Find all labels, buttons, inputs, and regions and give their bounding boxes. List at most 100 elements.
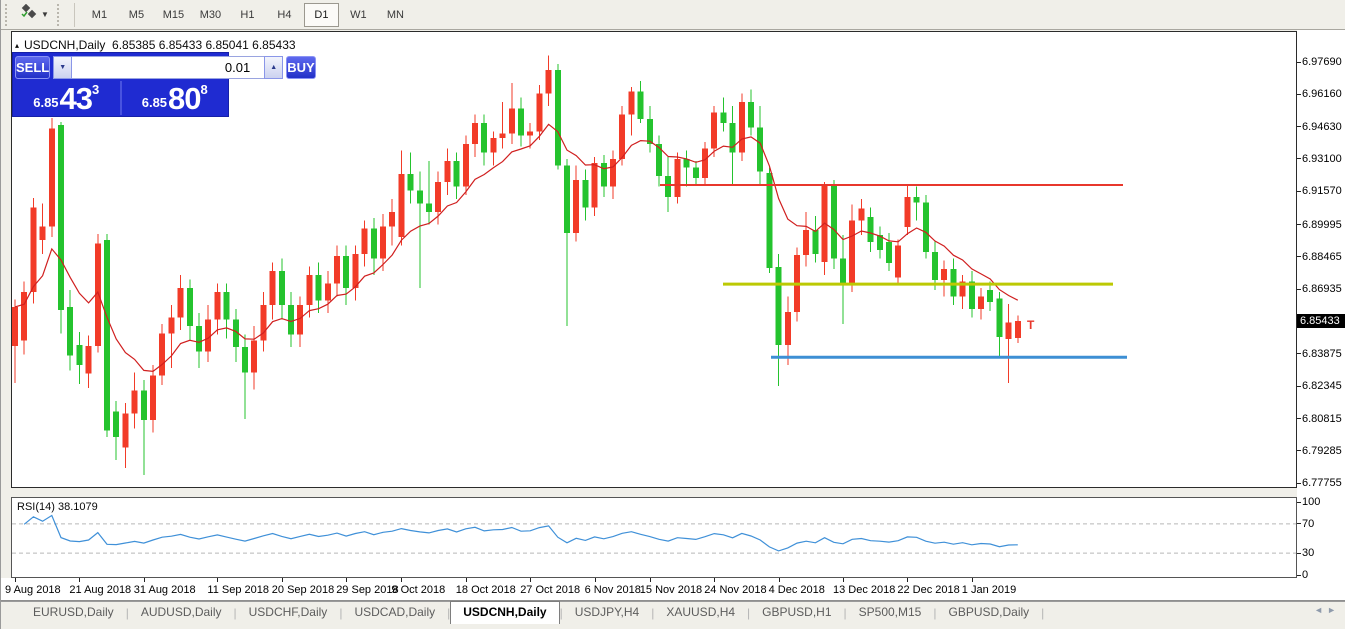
volume-increase-button[interactable]: ▲ bbox=[264, 56, 284, 79]
time-axis-label: 15 Nov 2018 bbox=[639, 584, 703, 596]
tab-scroll-right-icon[interactable]: ► bbox=[1327, 605, 1340, 615]
price-axis-label: 6.79285 bbox=[1302, 444, 1342, 457]
price-axis-label: 6.91570 bbox=[1302, 185, 1342, 198]
chart-tab-usdcad[interactable]: USDCAD,Daily bbox=[354, 605, 436, 619]
tab-scroll-left-icon[interactable]: ◄ bbox=[1314, 605, 1328, 615]
price-axis-tick bbox=[1297, 385, 1301, 387]
time-axis-label: 4 Dec 2018 bbox=[768, 584, 825, 596]
time-axis[interactable] bbox=[1, 578, 1345, 601]
timeframe-button-m5[interactable]: M5 bbox=[128, 8, 145, 21]
rsi-axis-label: 70 bbox=[1302, 517, 1315, 530]
tab-separator: | bbox=[651, 606, 655, 620]
rsi-axis-tick bbox=[1297, 552, 1301, 554]
rsi-axis-label: 30 bbox=[1302, 547, 1315, 560]
chart-tab-gbpusd[interactable]: GBPUSD,H1 bbox=[762, 605, 832, 619]
rsi-indicator-panel[interactable] bbox=[11, 497, 1297, 578]
price-axis-label: 6.86935 bbox=[1302, 283, 1342, 296]
timeframe-button-h1[interactable]: H1 bbox=[240, 8, 255, 21]
time-axis-label: 20 Sep 2018 bbox=[271, 584, 335, 596]
chart-tab-gbpusd[interactable]: GBPUSD,Daily bbox=[948, 605, 1030, 619]
sell-price[interactable]: 6.85 43 3 bbox=[13, 81, 120, 115]
timeframe-button-d1[interactable]: D1 bbox=[303, 2, 339, 27]
sell-price-small: 6.85 bbox=[33, 95, 59, 110]
tab-scroll-arrows: ◄► bbox=[1314, 605, 1340, 615]
rsi-axis-label: 100 bbox=[1302, 496, 1321, 508]
tab-separator: | bbox=[933, 606, 937, 620]
volume-stepper: ▼ ▲ bbox=[53, 56, 284, 79]
timeframe-button-m15[interactable]: M15 bbox=[162, 8, 185, 21]
time-axis-tick bbox=[907, 578, 909, 582]
chart-tab-eurusd[interactable]: EURUSD,Daily bbox=[33, 605, 114, 619]
price-axis-label: 6.96160 bbox=[1302, 88, 1342, 101]
buy-button[interactable]: BUY bbox=[286, 56, 316, 79]
price-axis-tick bbox=[1297, 158, 1301, 160]
timeframe-button-h4[interactable]: H4 bbox=[277, 8, 292, 21]
timeframe-button-mn[interactable]: MN bbox=[386, 8, 404, 21]
chart-tab-usdchf[interactable]: USDCHF,Daily bbox=[248, 605, 328, 619]
rsi-axis-label: 0 bbox=[1302, 569, 1309, 581]
time-axis-tick bbox=[971, 578, 973, 582]
price-axis-tick bbox=[1297, 93, 1301, 95]
timeframe-button-w1[interactable]: W1 bbox=[350, 8, 367, 21]
timeframe-button-m30[interactable]: M30 bbox=[199, 8, 222, 21]
chart-tab-bar: EURUSD,Daily | AUDUSD,Daily | USDCHF,Daily | U… bbox=[1, 601, 1345, 624]
rsi-axis-tick bbox=[1297, 523, 1301, 525]
time-axis-label: 22 Dec 2018 bbox=[897, 584, 960, 596]
price-axis-label: 6.89995 bbox=[1302, 218, 1342, 231]
price-axis-tick bbox=[1297, 126, 1301, 128]
timeframe-button-m1[interactable]: M1 bbox=[91, 8, 108, 21]
time-axis-label: 1 Jan 2019 bbox=[961, 584, 1017, 596]
price-axis-label: 6.80815 bbox=[1302, 412, 1342, 425]
rsi-axis-tick bbox=[1297, 574, 1301, 576]
sell-button[interactable]: SELL bbox=[15, 56, 51, 79]
price-axis-tick bbox=[1297, 288, 1301, 290]
time-axis-tick bbox=[465, 578, 467, 582]
time-axis-tick bbox=[649, 578, 651, 582]
time-axis-tick bbox=[594, 578, 596, 582]
buy-price-small: 6.85 bbox=[141, 95, 168, 110]
time-axis-label: 6 Nov 2018 bbox=[584, 584, 641, 596]
toolbar-grip[interactable] bbox=[4, 3, 9, 26]
time-axis-label: 11 Sep 2018 bbox=[207, 584, 269, 596]
collapse-triangle-icon[interactable]: ▴ bbox=[15, 41, 20, 50]
chart-tab-usdjpy[interactable]: USDJPY,H4 bbox=[574, 605, 640, 619]
rsi-axis-tick bbox=[1297, 501, 1301, 503]
chart-tab-audusd[interactable]: AUDUSD,Daily bbox=[140, 605, 222, 619]
buy-price[interactable]: 6.85 80 8 bbox=[122, 81, 229, 115]
time-axis-label: 27 Oct 2018 bbox=[520, 584, 581, 596]
timeframe-buttons: M1 M5 M15 M30 H1 H4 D1 W1 MN bbox=[81, 2, 414, 27]
time-axis-tick bbox=[281, 578, 283, 582]
one-click-trading-panel: SELL ▼ ▲ BUY 6.85 43 3 6.85 80 8 bbox=[12, 52, 316, 117]
chart-mode-button[interactable]: ▼ bbox=[16, 3, 53, 27]
price-axis-tick bbox=[1297, 224, 1301, 226]
volume-decrease-button[interactable]: ▼ bbox=[53, 56, 73, 79]
price-axis-label: 6.82345 bbox=[1302, 380, 1342, 393]
volume-input[interactable] bbox=[72, 56, 265, 79]
time-axis-tick bbox=[778, 578, 780, 582]
buy-price-sup: 8 bbox=[200, 82, 208, 97]
chart-tab-sp500[interactable]: SP500,M15 bbox=[858, 605, 922, 619]
price-axis-tick bbox=[1297, 256, 1301, 258]
price-axis-label: 6.77755 bbox=[1302, 477, 1342, 490]
buy-price-big: 80 bbox=[168, 81, 201, 116]
time-axis-label: 13 Dec 2018 bbox=[833, 584, 896, 596]
price-axis-tick bbox=[1297, 418, 1301, 420]
time-axis-label: 9 Oct 2018 bbox=[391, 584, 446, 596]
chart-tab-usdcnh[interactable]: USDCNH,Daily bbox=[450, 601, 560, 624]
tab-separator: | bbox=[843, 606, 847, 620]
time-axis-label: 21 Aug 2018 bbox=[69, 584, 132, 596]
price-axis-tick bbox=[1297, 61, 1301, 63]
time-axis-tick bbox=[843, 578, 844, 582]
time-axis-label: 9 Aug 2018 bbox=[5, 584, 61, 596]
rsi-indicator-label: RSI(14) 38.1079 bbox=[17, 501, 98, 513]
sell-price-sup: 3 bbox=[92, 82, 100, 97]
chevron-down-icon: ▼ bbox=[41, 10, 49, 19]
chart-tab-xauusd[interactable]: XAUUSD,H4 bbox=[666, 605, 736, 619]
time-axis-tick bbox=[346, 578, 348, 582]
tab-separator: | bbox=[747, 606, 751, 620]
time-axis-tick bbox=[79, 578, 81, 582]
toolbar-grip[interactable] bbox=[55, 3, 61, 26]
tab-separator: | bbox=[339, 606, 343, 620]
time-axis-label: 18 Oct 2018 bbox=[455, 584, 516, 596]
